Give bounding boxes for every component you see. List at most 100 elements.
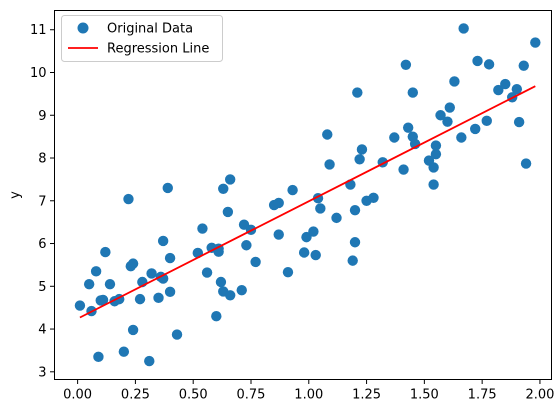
data-point: [493, 84, 504, 96]
data-point: [322, 129, 333, 140]
legend-marker-original-data: [77, 22, 89, 34]
y-tick-label: 5: [38, 280, 46, 295]
data-point: [530, 37, 541, 48]
x-tick-label: 1.00: [294, 388, 323, 401]
data-point: [298, 247, 310, 258]
data-point: [389, 132, 400, 143]
data-point: [352, 87, 363, 98]
data-point: [349, 237, 361, 248]
legend: Original Data Regression Line: [61, 15, 223, 62]
data-point: [90, 266, 102, 277]
x-tick-label: 0.50: [179, 388, 208, 401]
data-point: [428, 179, 439, 190]
data-point: [127, 324, 139, 336]
x-tick-label: 0.25: [121, 388, 150, 401]
data-point: [483, 59, 495, 70]
data-point: [224, 290, 236, 301]
data-point: [171, 329, 183, 340]
data-point: [428, 162, 439, 173]
data-point: [97, 294, 109, 306]
data-point: [400, 59, 412, 70]
x-tick-label: 1.75: [468, 388, 497, 401]
data-point: [104, 278, 116, 290]
data-point: [458, 23, 469, 34]
data-point: [430, 148, 442, 160]
data-point: [368, 192, 379, 203]
data-point: [93, 351, 104, 363]
data-point: [308, 226, 319, 237]
data-point: [331, 212, 342, 224]
data-point: [354, 154, 365, 165]
y-tick-label: 3: [38, 365, 46, 380]
legend-label-original-data: Original Data: [107, 22, 193, 37]
data-point: [215, 276, 227, 288]
data-point: [134, 293, 146, 305]
data-point: [398, 164, 409, 175]
data-point: [442, 116, 453, 127]
plot-frame: [54, 10, 552, 380]
data-point: [236, 284, 247, 296]
data-point: [153, 292, 164, 304]
data-point: [430, 140, 442, 151]
data-point: [513, 116, 525, 128]
legend-box: [61, 15, 223, 62]
plot-marks: [74, 23, 541, 367]
y-axis-label: y: [8, 191, 23, 199]
data-point: [349, 204, 361, 216]
y-tick-label: 7: [38, 194, 46, 209]
data-point: [83, 278, 95, 290]
y-tick-label: 4: [38, 323, 46, 338]
data-point: [481, 115, 492, 127]
data-point: [197, 223, 208, 234]
data-point: [211, 311, 222, 322]
data-point: [347, 255, 358, 266]
data-point: [511, 83, 523, 95]
y-tick-label: 10: [30, 66, 47, 81]
data-point: [224, 174, 236, 185]
y-tick-label: 9: [38, 109, 46, 124]
data-point: [315, 203, 326, 214]
data-point: [500, 78, 511, 90]
x-tick-label: 0.00: [63, 388, 92, 401]
data-point: [146, 268, 157, 279]
data-point: [74, 300, 86, 311]
data-point: [287, 184, 298, 196]
data-point: [118, 346, 130, 357]
data-point: [435, 110, 446, 121]
data-point: [127, 258, 139, 269]
data-point: [201, 267, 213, 278]
data-point: [449, 76, 460, 87]
data-point: [356, 144, 368, 155]
x-tick-label: 1.25: [352, 388, 381, 401]
data-point: [273, 197, 284, 209]
x-tick-label: 2.00: [525, 388, 554, 401]
data-point: [218, 183, 229, 194]
data-point: [456, 132, 467, 143]
x-axis: 0.00 0.25 0.50 0.75 1.00 1.25 1.50 1.75 2.00: [63, 379, 554, 401]
data-point: [324, 159, 335, 170]
y-tick-label: 6: [38, 237, 46, 252]
data-point: [157, 235, 169, 247]
data-point: [100, 246, 111, 258]
y-tick-label: 11: [30, 23, 47, 38]
legend-label-regression-line: Regression Line: [107, 42, 209, 57]
data-point: [164, 286, 176, 298]
data-point: [222, 206, 234, 218]
data-point: [472, 55, 483, 67]
regression-line: [79, 85, 536, 319]
data-point: [444, 102, 455, 113]
y-axis: 3 4 5 6 7 8 9 10 11: [30, 23, 55, 380]
data-point: [470, 123, 481, 135]
data-point: [282, 266, 294, 278]
data-point: [162, 182, 173, 194]
data-point: [301, 231, 312, 243]
data-point: [518, 60, 529, 71]
data-point: [402, 122, 414, 133]
data-point: [250, 256, 261, 268]
data-point: [123, 193, 134, 205]
x-tick-label: 0.75: [237, 388, 266, 401]
data-point: [164, 252, 176, 264]
x-tick-label: 1.50: [410, 388, 439, 401]
y-tick-label: 8: [38, 152, 46, 167]
